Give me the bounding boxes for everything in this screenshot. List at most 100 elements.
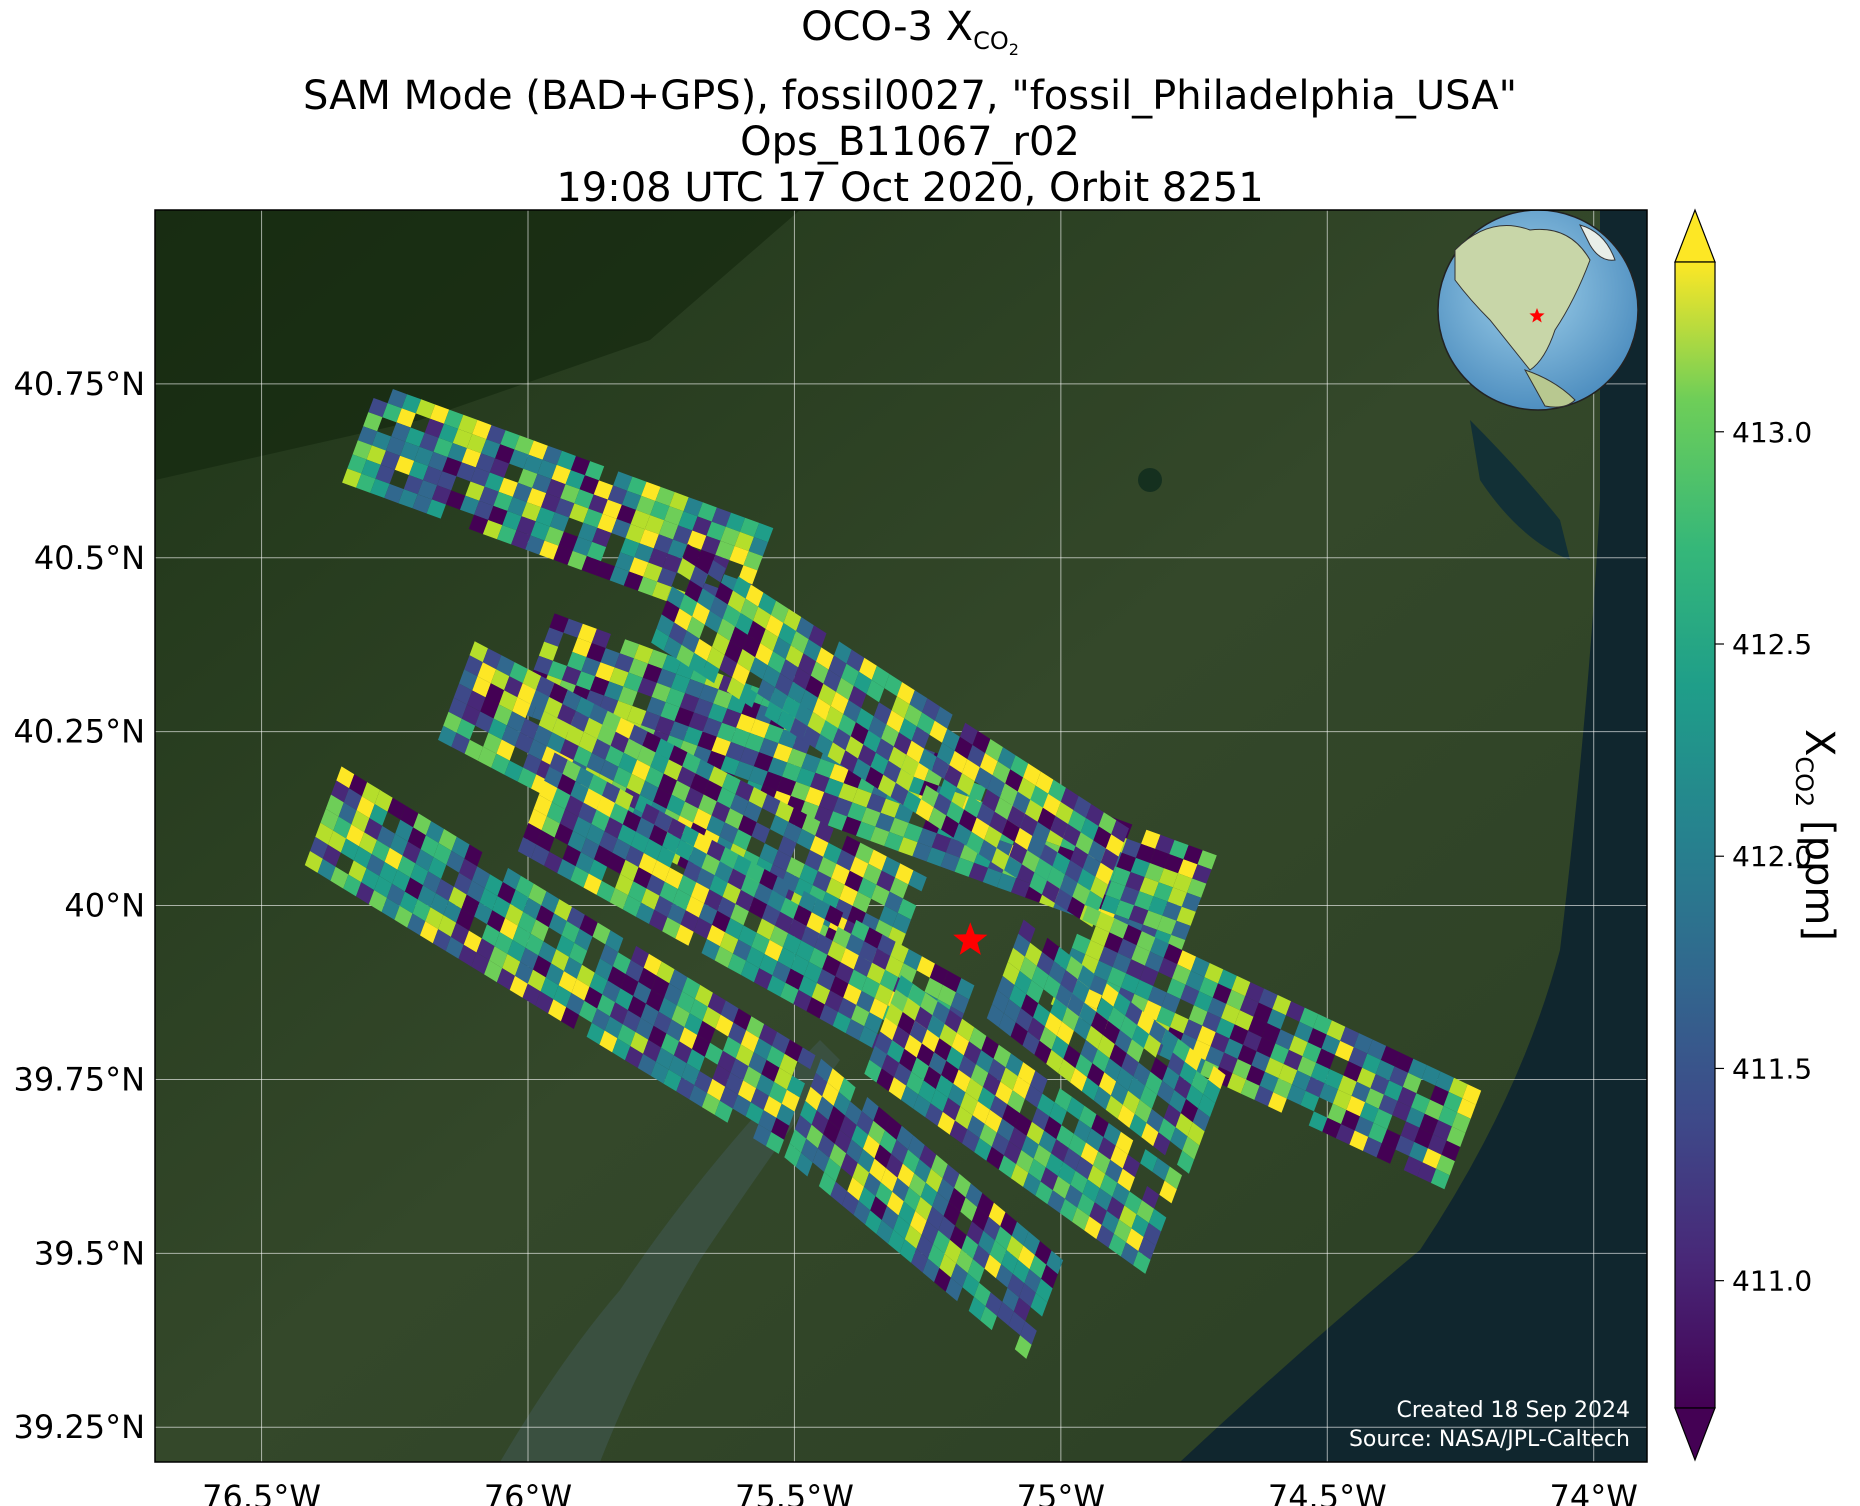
sounding-cell [591,1008,610,1031]
sounding-cell [674,707,694,727]
sounding-cell [901,754,919,777]
sounding-cell [561,666,582,686]
sounding-cell [612,952,631,975]
sounding-cell [816,1096,834,1121]
sounding-cell [874,1031,893,1055]
sounding-cell [496,968,515,990]
sounding-cell [469,641,488,663]
sounding-cell [352,440,372,460]
sounding-cell [711,507,731,527]
sounding-cell [688,712,708,732]
sounding-cell [933,1230,950,1254]
sounding-cell [1261,1023,1281,1044]
sounding-cell [1297,1056,1317,1077]
sounding-cell [668,1055,687,1078]
sounding-cell [943,1202,961,1226]
sounding-cell [1073,1119,1092,1143]
sounding-cell [1042,793,1061,816]
sounding-cell [1341,1110,1360,1131]
sounding-cell [856,990,875,1013]
sounding-cell [609,566,630,586]
sounding-cell [887,1040,905,1063]
target-star-marker [953,922,988,955]
sounding-cell [711,736,731,756]
sounding-cell [944,1239,962,1264]
sounding-cell [904,1225,922,1249]
sounding-cell [803,639,822,662]
sounding-cell [935,1075,954,1098]
sounding-cell [549,613,569,633]
sounding-cell [1026,1121,1045,1145]
sounding-cell [1258,988,1278,1009]
sounding-cell [417,885,436,908]
sounding-cell [1099,1174,1118,1197]
sounding-cell [927,1015,945,1039]
sounding-cell [1375,1060,1395,1081]
sounding-cell [1035,1278,1053,1303]
sounding-cell [958,1055,976,1079]
sounding-cell [1079,1002,1097,1026]
sounding-cell [690,773,709,795]
sounding-cell [1072,979,1090,1003]
sounding-cell [371,431,392,451]
sounding-cell [544,697,563,718]
sounding-cell [697,502,717,522]
sounding-cell [541,493,561,513]
sounding-cell [876,1068,894,1092]
sounding-cell [715,1014,734,1037]
sounding-cell [701,939,720,961]
sounding-cell [650,752,669,774]
sounding-cell [642,731,661,753]
sounding-cell [864,1012,883,1034]
sounding-cell [816,647,834,670]
sounding-cell [954,1173,971,1198]
sounding-cell [1184,1047,1202,1071]
sounding-cell [997,1301,1014,1326]
sounding-cell [899,718,917,741]
sounding-cell [610,731,629,753]
sounding-cell [968,862,989,882]
sounding-cell [586,1022,605,1045]
map-area[interactable]: Created 18 Sep 2024 Source: NASA/JPL-Cal… [155,210,1647,1462]
sounding-cell [783,822,802,843]
sounding-cell [555,498,575,518]
sounding-cell [704,610,723,633]
sounding-cell [517,911,536,934]
sounding-cell [1267,1009,1286,1030]
sounding-cell [709,596,728,619]
sounding-cell [855,708,874,731]
sounding-cell [549,512,570,532]
sounding-cell [394,905,413,928]
sounding-cell [949,1120,968,1144]
sounding-cell [699,684,719,704]
sounding-cell [1185,970,1205,992]
sounding-cell [881,724,899,747]
sounding-cell [541,891,560,914]
sounding-cell [958,809,977,832]
sounding-cell [1031,966,1049,990]
sounding-cell [575,696,595,718]
sounding-cell [518,468,538,488]
sounding-cell [1373,1108,1393,1130]
sounding-cell [830,976,849,998]
sounding-cell [669,969,688,992]
sounding-cell [580,838,600,860]
sounding-cell [945,838,966,858]
sounding-cell [949,750,968,774]
sounding-cell [971,817,990,840]
sounding-cell [573,746,592,768]
sounding-cell [874,984,893,1006]
sounding-cell [1179,1061,1197,1085]
sounding-cell [562,759,581,782]
sounding-cell [525,535,545,555]
sounding-cell [1108,1006,1126,1030]
sounding-cell [459,669,478,691]
sounding-cell [1008,1311,1026,1336]
sounding-cell [994,797,1013,820]
sounding-cell [818,1172,836,1196]
sounding-cell [685,896,705,918]
sounding-cell [969,1027,987,1051]
sounding-cell [395,819,414,842]
sounding-cell [545,963,564,986]
sounding-cell [1159,1180,1177,1204]
